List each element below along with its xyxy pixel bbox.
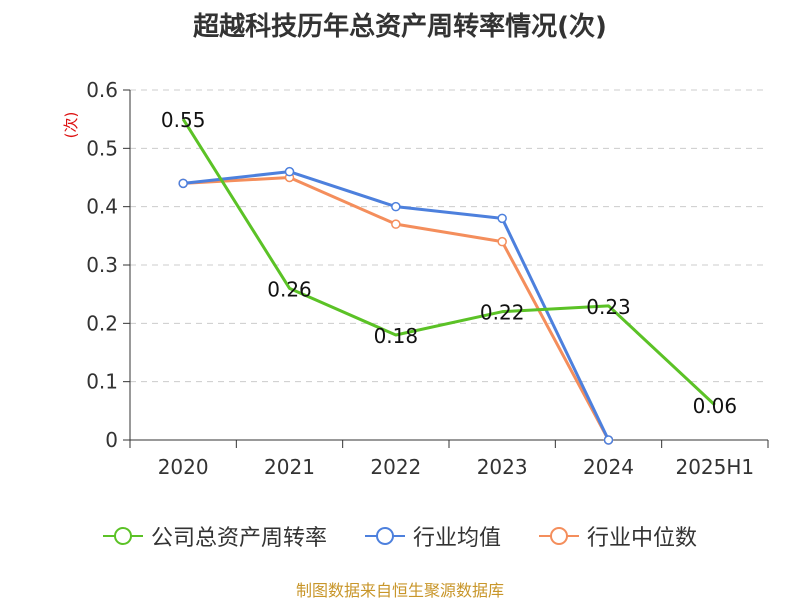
y-axis-label: (次) [62,112,80,139]
x-tick-label: 2025H1 [675,455,754,479]
data-label: 0.26 [267,277,312,301]
y-tick-label: 0 [105,428,118,452]
data-label: 0.22 [480,301,525,325]
legend-swatch-industry-mean [364,527,405,545]
y-tick-label: 0.1 [86,370,118,394]
x-tick-label: 2021 [264,455,315,479]
chart-legend: 公司总资产周转率 行业均值 行业中位数 [0,520,800,552]
legend-item-industry-mean[interactable]: 行业均值 [364,520,501,552]
series-line-1 [183,170,610,441]
legend-item-industry-median[interactable]: 行业中位数 [539,520,697,552]
x-tick-label: 2020 [158,455,209,479]
data-label: 0.55 [161,108,206,132]
legend-label-industry-mean: 行业均值 [412,526,501,551]
y-tick-label: 0.4 [86,195,118,219]
data-label: 0.18 [374,324,419,348]
series-point-2 [391,219,401,229]
series-point-1 [178,178,188,189]
chart-title: 超越科技历年总资产周转率情况(次) [193,12,607,42]
legend-swatch-industry-median [539,527,579,545]
legend-label-company: 公司总资产周转率 [150,526,327,551]
y-tick-label: 0.2 [86,311,118,335]
series-point-1 [391,201,401,212]
legend-item-company[interactable]: 公司总资产周转率 [102,520,327,552]
source-note: 制图数据来自恒生聚源数据库 [295,581,504,600]
x-tick-label: 2023 [477,455,528,479]
legend-label-industry-median: 行业中位数 [587,526,698,551]
y-tick-label: 0.6 [86,78,118,102]
y-tick-label: 0.3 [86,253,118,277]
x-tick-label: 2024 [583,455,634,479]
data-label: 0.06 [693,394,738,418]
series-point-2 [497,236,507,247]
series-point-1 [284,166,295,177]
series-point-1 [603,435,614,445]
x-tick-label: 2022 [370,455,421,479]
series-point-1 [497,213,507,224]
data-label: 0.23 [586,295,631,319]
y-tick-label: 0.5 [86,136,118,160]
series-line-0 [181,118,716,407]
legend-swatch-company [102,527,143,545]
